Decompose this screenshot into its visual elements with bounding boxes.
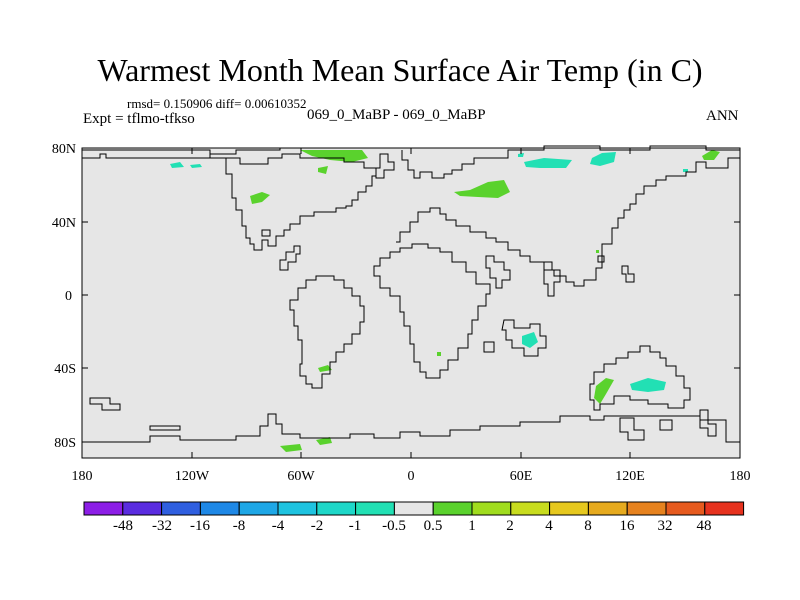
colorbar-box: [83, 501, 124, 516]
map-panel: [81, 147, 741, 459]
period-subtitle: 069_0_MaBP - 069_0_MaBP: [307, 107, 486, 123]
colorbar-box: [355, 501, 395, 516]
season-label: ANN: [706, 108, 739, 124]
colorbar-box: [316, 501, 357, 516]
colorbar-labels: -48 -32 -16 -8 -4 -2 -1 -0.5 0.5 1 2 4 8…: [113, 518, 712, 534]
anomaly-patch-siberia-east: [590, 152, 616, 166]
x-tick-label: 120E: [615, 469, 645, 484]
x-tick-label: 120W: [175, 469, 210, 484]
anomaly-patch-arctic-canada: [170, 162, 184, 168]
anomaly-patch-arctic-small: [518, 153, 524, 157]
anomaly-patch-south-america: [318, 365, 332, 372]
anomaly-patch-north-america: [250, 192, 270, 204]
y-tick-label: 80N: [52, 142, 76, 157]
colorbar-label: 8: [584, 518, 592, 534]
anomaly-patch-greenland-south: [318, 166, 328, 174]
colorbar-label: -8: [233, 518, 246, 534]
colorbar-label: 1: [468, 518, 476, 534]
x-tick-label: 180: [72, 469, 93, 484]
coastline-india: [543, 261, 561, 297]
colorbar-label: -48: [113, 518, 133, 534]
colorbar-box: [277, 501, 318, 516]
x-tick-label: 180: [730, 469, 751, 484]
y-axis: 80N 40N 0 40S 80S: [52, 142, 740, 451]
coastline-indian-ocean-plateau: [483, 319, 547, 357]
anomaly-patch-australia-central: [630, 378, 666, 392]
coastline-australia: [589, 345, 691, 411]
y-tick-label: 40S: [54, 362, 76, 377]
anomaly-patch-east-siberia-small: [683, 169, 688, 172]
colorbar-label: -0.5: [382, 518, 406, 534]
coastline-greenland: [375, 153, 395, 179]
colorbar-box: [665, 501, 706, 516]
coastline-antarctic-peninsula: [89, 397, 181, 431]
colorbar-box: [471, 501, 512, 516]
anomaly-patch-chukotka: [702, 150, 720, 160]
colorbar-label: -32: [152, 518, 172, 534]
coastline-central-america: [261, 229, 301, 271]
coastline-south-america: [289, 275, 365, 389]
colorbar-box: [161, 501, 201, 516]
anomaly-patch-antarctica-1: [280, 444, 302, 452]
colorbar-box: [393, 501, 434, 516]
coastline-antarctica: [82, 413, 740, 443]
anomaly-patch-india-small: [596, 250, 599, 253]
anomaly-patch-greenland: [300, 150, 368, 162]
anomaly-patch-arctic-canada-2: [190, 164, 202, 168]
anomaly-patch-antarctica-2: [316, 437, 332, 445]
colorbar-label: -16: [190, 518, 210, 534]
anomaly-patch-australia-west: [594, 378, 614, 404]
y-tick-label: 40N: [52, 216, 76, 231]
coastline-se-asia: [597, 255, 635, 283]
rmsd-diff-stats: rmsd= 0.150906 diff= 0.00610352: [127, 96, 307, 111]
colorbar-label: 0.5: [424, 518, 443, 534]
coastlines: [82, 145, 740, 443]
map-title: Warmest Month Mean Surface Air Temp (in …: [97, 52, 703, 88]
colorbar-label: 2: [506, 518, 514, 534]
x-axis: 180 120W 60W 0 60E 120E 180: [72, 148, 751, 484]
x-tick-label: 60E: [510, 469, 533, 484]
colorbar-label: -2: [311, 518, 324, 534]
anomaly-patch-africa-small: [437, 352, 441, 356]
coastline-north-america: [210, 153, 377, 251]
colorbar-label: -1: [349, 518, 362, 534]
coastline-arabia: [485, 255, 511, 289]
anomaly-patches: [170, 150, 720, 452]
y-tick-label: 0: [65, 289, 72, 304]
colorbar-box: [549, 501, 589, 516]
anomaly-patch-europe: [454, 180, 510, 198]
colorbar-label: 48: [697, 518, 712, 534]
x-tick-label: 0: [408, 469, 415, 484]
colorbar: [83, 501, 745, 516]
coastline-new-zealand: [619, 409, 717, 441]
colorbar-box: [122, 501, 163, 516]
colorbar-box: [626, 501, 667, 516]
experiment-label: Expt = tflmo-tfkso: [83, 111, 195, 127]
colorbar-label: 16: [620, 518, 636, 534]
y-tick-label: 80S: [54, 436, 76, 451]
colorbar-box: [587, 501, 628, 516]
anomaly-patch-siberia-west: [524, 158, 572, 168]
anomaly-patch-india-ocean-island: [522, 332, 538, 348]
coastline-africa: [373, 243, 491, 379]
colorbar-label: -4: [272, 518, 285, 534]
colorbar-box: [432, 501, 473, 516]
colorbar-box: [704, 501, 745, 516]
x-tick-label: 60W: [287, 469, 315, 484]
colorbar-label: 4: [545, 518, 553, 534]
colorbar-box: [199, 501, 240, 516]
colorbar-box: [510, 501, 551, 516]
colorbar-label: 32: [658, 518, 673, 534]
colorbar-box: [238, 501, 279, 516]
coastline-eurasia: [396, 145, 740, 287]
